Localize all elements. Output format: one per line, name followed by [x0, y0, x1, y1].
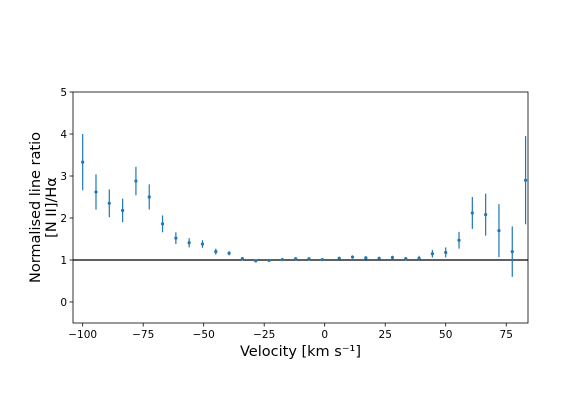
data-point: [457, 238, 461, 242]
data-point: [337, 256, 341, 260]
x-tick-label: 75: [500, 329, 513, 341]
y-axis-ticks: 0 1 2 3 4 5: [60, 87, 73, 309]
data-point: [444, 250, 448, 255]
x-tick-label: −100: [68, 329, 97, 341]
data-point: [390, 255, 395, 260]
x-tick-label: 25: [379, 329, 392, 341]
data-point: [254, 259, 258, 263]
data-point: [364, 256, 368, 260]
data-point: [134, 179, 138, 183]
y-tick-label: 5: [60, 87, 67, 99]
data-point: [430, 252, 435, 256]
data-point: [147, 195, 151, 199]
x-tick-label: −50: [193, 329, 215, 341]
data-point: [94, 190, 98, 194]
data-point: [81, 160, 85, 164]
data-point: [294, 257, 298, 261]
data-point: [307, 257, 311, 261]
y-axis-label-line-1: Normalised line ratio: [28, 132, 44, 283]
data-point: [280, 257, 284, 262]
data-point: [187, 241, 191, 245]
data-point: [160, 222, 165, 226]
data-point: [470, 211, 474, 215]
data-point: [497, 229, 501, 233]
x-axis-label: Velocity [km s⁻¹]: [240, 344, 361, 360]
data-point: [121, 208, 125, 213]
data-point: [510, 250, 514, 254]
data-point: [174, 236, 178, 240]
x-tick-label: −75: [132, 329, 154, 341]
data-point: [227, 251, 231, 255]
data-point: [350, 255, 355, 259]
data-point: [417, 256, 421, 260]
data-point: [377, 256, 381, 260]
data-point: [523, 178, 528, 182]
y-tick-label: 3: [60, 171, 67, 183]
data-point: [240, 257, 245, 261]
y-tick-label: 2: [60, 213, 67, 225]
data-point: [214, 250, 218, 254]
data-point: [404, 257, 408, 261]
x-tick-label: −25: [253, 329, 275, 341]
x-axis-ticks: −100 −75 −50 −25 0 25 50 75: [68, 323, 513, 341]
axes-frame: [72, 91, 529, 324]
data-point: [267, 258, 271, 263]
data-point: [320, 257, 324, 262]
data-point: [484, 213, 488, 217]
y-tick-label: 4: [60, 129, 67, 141]
y-tick-label: 0: [60, 297, 67, 309]
data-point: [200, 242, 205, 246]
data-point: [107, 201, 111, 205]
x-tick-label: 0: [321, 329, 328, 341]
plot-area: [73, 134, 528, 277]
y-tick-label: 1: [60, 255, 67, 267]
y-axis-label-line-2: [N II]/Hα: [44, 177, 60, 238]
x-tick-label: 50: [439, 329, 452, 341]
